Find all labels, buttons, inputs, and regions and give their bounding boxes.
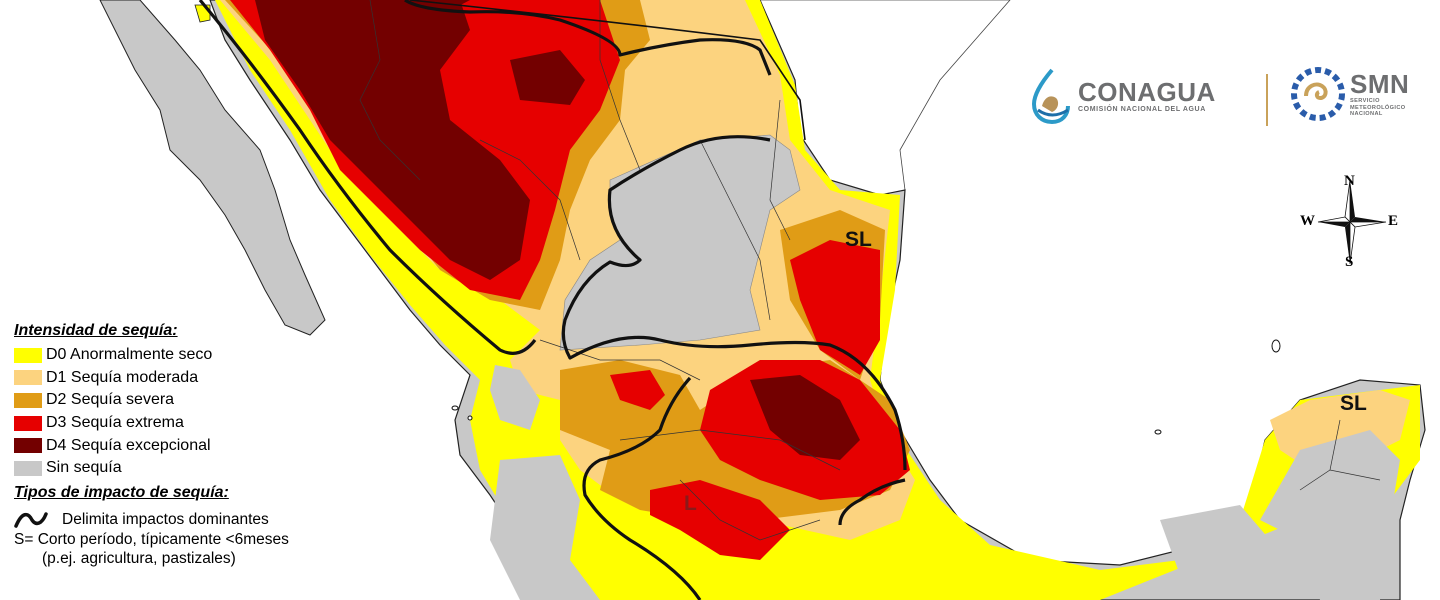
- impact-line-icon: [14, 511, 48, 528]
- smn-subtitle-1: SERVICIO: [1350, 98, 1380, 105]
- legend-label: D0 Anormalmente seco: [46, 346, 213, 364]
- impact-line-label: Delimita impactos dominantes: [62, 510, 269, 528]
- label-sl-northeast: SL: [845, 228, 872, 251]
- legend-short-term-examples: (p.ej. agricultura, pastizales): [42, 549, 236, 567]
- legend-swatch: [14, 392, 42, 408]
- islands: [451, 339, 1281, 435]
- legend-label: D4 Sequía excepcional: [46, 436, 211, 454]
- compass-w: W: [1300, 213, 1315, 229]
- no-drought-areas: [490, 134, 1400, 600]
- legend-item: D3 Sequía extrema: [14, 412, 374, 435]
- logo-separator: [1266, 74, 1268, 126]
- conagua-drop-icon: [1031, 68, 1070, 124]
- conagua-name: CONAGUA: [1078, 76, 1216, 107]
- compass-e: E: [1388, 213, 1399, 229]
- legend-swatch: [14, 347, 42, 363]
- legend-label: D3 Sequía extrema: [46, 414, 184, 432]
- compass-s: S: [1345, 254, 1354, 270]
- us-mexico-border: [409, 0, 806, 141]
- map-legend: Intensidad de sequía: D0 Anormalmente se…: [14, 322, 374, 568]
- legend-label: D2 Sequía severa: [46, 391, 175, 409]
- legend-categories: D0 Anormalmente seco D1 Sequía moderada …: [14, 344, 374, 480]
- legend-intensity-title: Intensidad de sequía:: [14, 322, 178, 339]
- legend-impact-title: Tipos de impacto de sequía:: [14, 483, 229, 501]
- impact-boundary-lines: [198, 0, 907, 600]
- state-boundaries: [359, 0, 1381, 541]
- smn-subtitle-2: METEOROLÓGICO: [1350, 104, 1406, 111]
- smn-name: SMN: [1350, 69, 1410, 100]
- label-l-west: L: [684, 492, 697, 515]
- compass-star-icon: [1317, 179, 1387, 265]
- legend-swatch: [14, 460, 42, 476]
- compass-n: N: [1344, 173, 1355, 189]
- label-sl-yucatan: SL: [1340, 392, 1367, 415]
- legend-short-term: S= Corto período, típicamente <6meses: [14, 530, 289, 548]
- smn-logo: SMN SERVICIO METEOROLÓGICO NACIONAL: [1290, 66, 1409, 122]
- legend-item: D1 Sequía moderada: [14, 367, 374, 390]
- legend-swatch: [14, 415, 42, 431]
- smn-sun-icon: [1291, 67, 1345, 121]
- conagua-logo: CONAGUA COMISIÓN NACIONAL DEL AGUA: [1030, 66, 1216, 124]
- legend-item: D2 Sequía severa: [14, 389, 374, 412]
- legend-item: D4 Sequía excepcional: [14, 434, 374, 457]
- legend-item: D0 Anormalmente seco: [14, 344, 374, 367]
- smn-subtitle-3: NACIONAL: [1350, 111, 1383, 118]
- legend-impact-line: Delimita impactos dominantes: [14, 510, 374, 530]
- conagua-subtitle: COMISIÓN NACIONAL DEL AGUA: [1078, 105, 1206, 113]
- legend-label: D1 Sequía moderada: [46, 368, 199, 386]
- legend-swatch: [14, 438, 42, 454]
- legend-swatch: [14, 370, 42, 386]
- legend-item: Sin sequía: [14, 457, 374, 480]
- compass-rose: N S W E: [1294, 170, 1402, 274]
- drought-d4-layer: [255, 0, 860, 460]
- legend-label: Sin sequía: [46, 459, 122, 477]
